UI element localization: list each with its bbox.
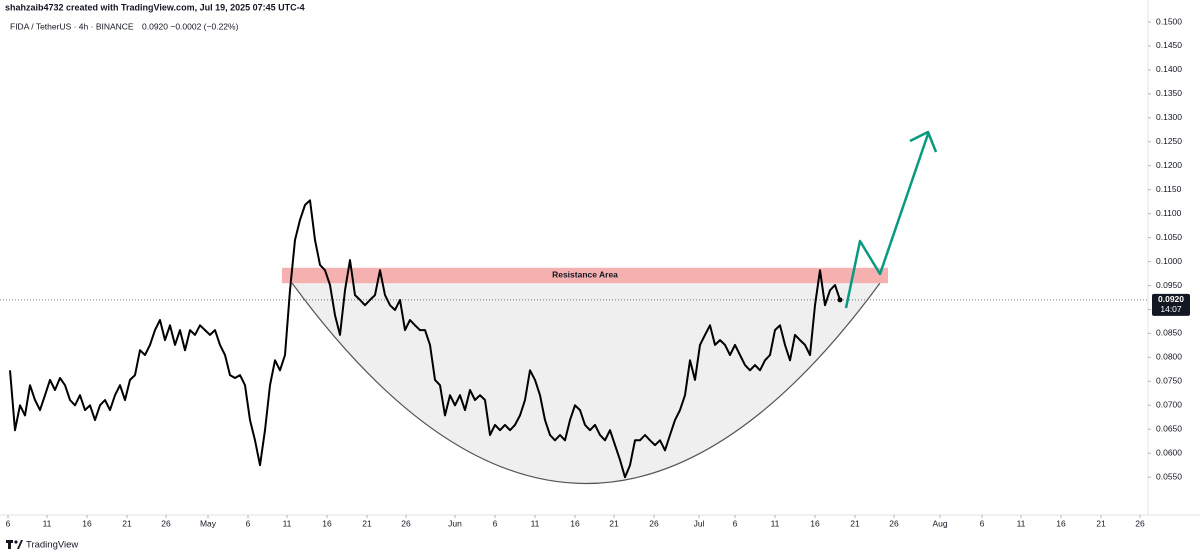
y-tick-label: 0.1150: [1156, 184, 1182, 194]
x-tick-label: 16: [322, 518, 332, 528]
resistance-label: Resistance Area: [552, 270, 618, 280]
resistance-zone: [282, 267, 888, 284]
x-tick-label: 11: [283, 518, 292, 528]
x-tick-label: 26: [161, 518, 171, 528]
x-tick-label: 11: [771, 518, 780, 528]
cup-curve: [291, 282, 881, 485]
x-tick-label: 26: [401, 518, 411, 528]
y-tick-label: 0.1100: [1156, 208, 1182, 218]
y-tick-label: 0.1450: [1156, 40, 1182, 50]
brand-logo: [6, 540, 23, 549]
y-tick-label: 0.1250: [1156, 136, 1182, 146]
resistance-layer: Resistance Area: [282, 267, 888, 284]
projection-arrow: [844, 133, 930, 309]
x-tick-label: Aug: [932, 518, 947, 528]
price-countdown: 14:07: [1160, 304, 1182, 314]
last-point: [837, 297, 843, 303]
x-tick-label: 26: [889, 518, 899, 528]
x-tick-label: 16: [82, 518, 92, 528]
x-tick-label: 6: [493, 518, 498, 528]
x-tick-label: 16: [1056, 518, 1066, 528]
x-tick-label: 21: [609, 518, 619, 528]
x-tick-label: 11: [1017, 518, 1026, 528]
x-tick-label: 21: [850, 518, 860, 528]
x-tick-label: 16: [570, 518, 580, 528]
x-tick-label: Jul: [694, 518, 705, 528]
quote: 0.0920 −0.0002 (−0.22%): [142, 21, 239, 31]
x-tick-label: 21: [122, 518, 132, 528]
y-tick-label: 0.1400: [1156, 64, 1182, 74]
x-tick-label: 6: [6, 518, 11, 528]
price-line: [9, 199, 841, 479]
arrow-head: [909, 130, 938, 153]
x-tick-label: Jun: [448, 518, 462, 528]
y-tick-label: 0.1200: [1156, 160, 1182, 170]
price-layer: [0, 199, 1148, 479]
y-tick-label: 0.1050: [1156, 232, 1182, 242]
x-tick-label: 6: [980, 518, 985, 528]
y-tick-label: 0.1500: [1156, 16, 1182, 26]
y-tick-label: 0.0850: [1156, 328, 1182, 338]
brand: TradingView: [26, 540, 78, 551]
y-tick-label: 0.1000: [1156, 256, 1182, 266]
y-tick-label: 0.0750: [1156, 376, 1182, 386]
x-tick-label: 6: [733, 518, 738, 528]
credit: shahzaib4732 created with TradingView.co…: [5, 2, 305, 12]
x-tick-label: 21: [362, 518, 372, 528]
y-tick-label: 0.0650: [1156, 423, 1182, 433]
x-tick-label: 26: [649, 518, 659, 528]
x-tick-label: 16: [810, 518, 820, 528]
x-tick-label: 6: [246, 518, 251, 528]
y-tick-label: 0.1350: [1156, 88, 1182, 98]
symbol: FIDA / TetherUS · 4h · BINANCE: [10, 21, 134, 31]
y-tick-label: 0.1300: [1156, 112, 1182, 122]
x-tick-label: 26: [1135, 518, 1145, 528]
price-badge-label: 0.0920: [1158, 294, 1184, 304]
x-tick-label: 11: [531, 518, 540, 528]
x-tick-label: May: [200, 518, 217, 528]
y-tick-label: 0.0950: [1156, 280, 1182, 290]
y-tick-label: 0.0600: [1156, 447, 1182, 457]
y-tick-label: 0.0800: [1156, 352, 1182, 362]
y-tick-label: 0.0550: [1156, 471, 1182, 481]
x-tick-label: 21: [1096, 518, 1106, 528]
x-tick-label: 11: [43, 518, 52, 528]
y-tick-label: 0.0700: [1156, 400, 1182, 410]
ticks-layer: 0.0550 0.0600 0.0650 0.0700 0.0750 0.0800 0.08…: [6, 16, 1190, 528]
price-badge: [1152, 293, 1190, 316]
